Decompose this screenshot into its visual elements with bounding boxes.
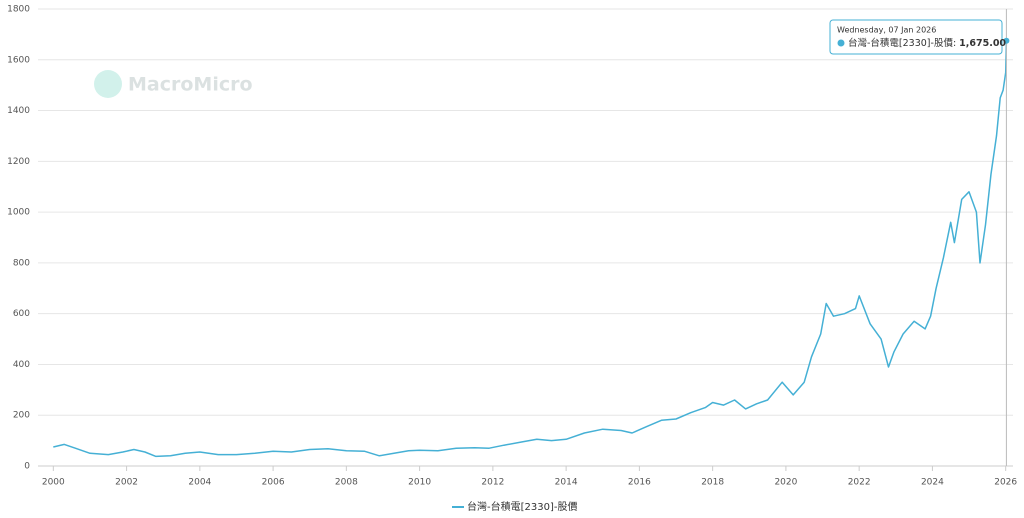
x-tick-label: 2014 — [555, 478, 578, 488]
tooltip-date: Wednesday, 07 Jan 2026 — [837, 26, 936, 35]
x-tick-label: 2022 — [848, 478, 871, 488]
x-tick-label: 2016 — [628, 478, 651, 488]
x-tick-label: 2020 — [774, 478, 797, 488]
y-tick-label: 1400 — [7, 106, 30, 116]
tooltip-value: 1,675.00 — [959, 38, 1006, 49]
x-tick-label: 2002 — [115, 478, 138, 488]
tooltip-series: 台灣-台積電[2330]-股價: — [848, 37, 956, 49]
watermark-icon — [94, 70, 122, 98]
y-tick-label: 0 — [24, 462, 30, 472]
x-tick-label: 2008 — [335, 478, 358, 488]
watermark: MacroMicro — [94, 70, 253, 98]
y-tick-label: 400 — [13, 360, 30, 370]
x-tick-label: 2010 — [408, 478, 431, 488]
hover-point — [1003, 37, 1010, 44]
y-tick-label: 600 — [13, 309, 30, 319]
tooltip: Wednesday, 07 Jan 2026 台灣-台積電[2330]-股價: 1,… — [829, 19, 1006, 55]
tooltip-box — [829, 19, 1003, 55]
legend-label: 台灣-台積電[2330]-股價 — [467, 500, 577, 513]
x-tick-label: 2004 — [188, 478, 211, 488]
x-tick-label: 2024 — [921, 478, 944, 488]
y-tick-label: 200 — [13, 411, 30, 421]
x-tick-label: 2026 — [994, 478, 1017, 488]
y-tick-label: 1000 — [7, 208, 30, 218]
x-tick-label: 2012 — [481, 478, 504, 488]
tooltip-text: 台灣-台積電[2330]-股價: 1,675.00 — [848, 37, 1006, 49]
legend: 台灣-台積電[2330]-股價 — [452, 500, 577, 513]
tooltip-dot — [837, 39, 845, 47]
y-tick-label: 800 — [13, 258, 30, 268]
watermark-text: MacroMicro — [128, 74, 253, 96]
x-tick-label: 2018 — [701, 478, 724, 488]
y-tick-label: 1200 — [7, 157, 30, 167]
data-line — [53, 40, 1008, 458]
x-tick-label: 2000 — [42, 478, 65, 488]
x-tick-label: 2006 — [262, 478, 285, 488]
y-tick-label: 1800 — [7, 5, 30, 15]
y-tick-label: 1600 — [7, 55, 30, 65]
